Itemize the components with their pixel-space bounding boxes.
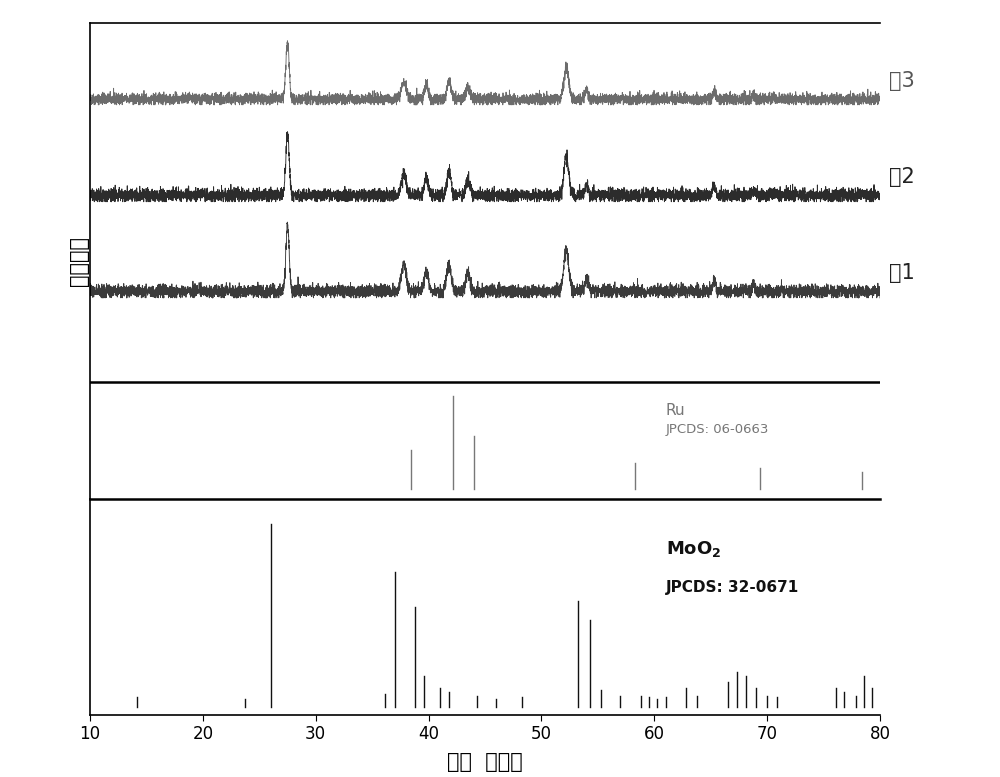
Text: 样2: 样2 (889, 167, 915, 187)
Text: JPCDS: 32-0671: JPCDS: 32-0671 (666, 580, 799, 595)
Text: JPCDS: 06-0663: JPCDS: 06-0663 (666, 423, 769, 436)
X-axis label: 二倍  衍射角: 二倍 衍射角 (447, 751, 523, 772)
Text: Ru: Ru (666, 402, 685, 418)
Y-axis label: 能量强度: 能量强度 (69, 236, 89, 286)
Text: 样1: 样1 (889, 263, 915, 283)
Text: 样3: 样3 (889, 71, 915, 91)
Text: $\mathbf{MoO_2}$: $\mathbf{MoO_2}$ (666, 539, 721, 559)
